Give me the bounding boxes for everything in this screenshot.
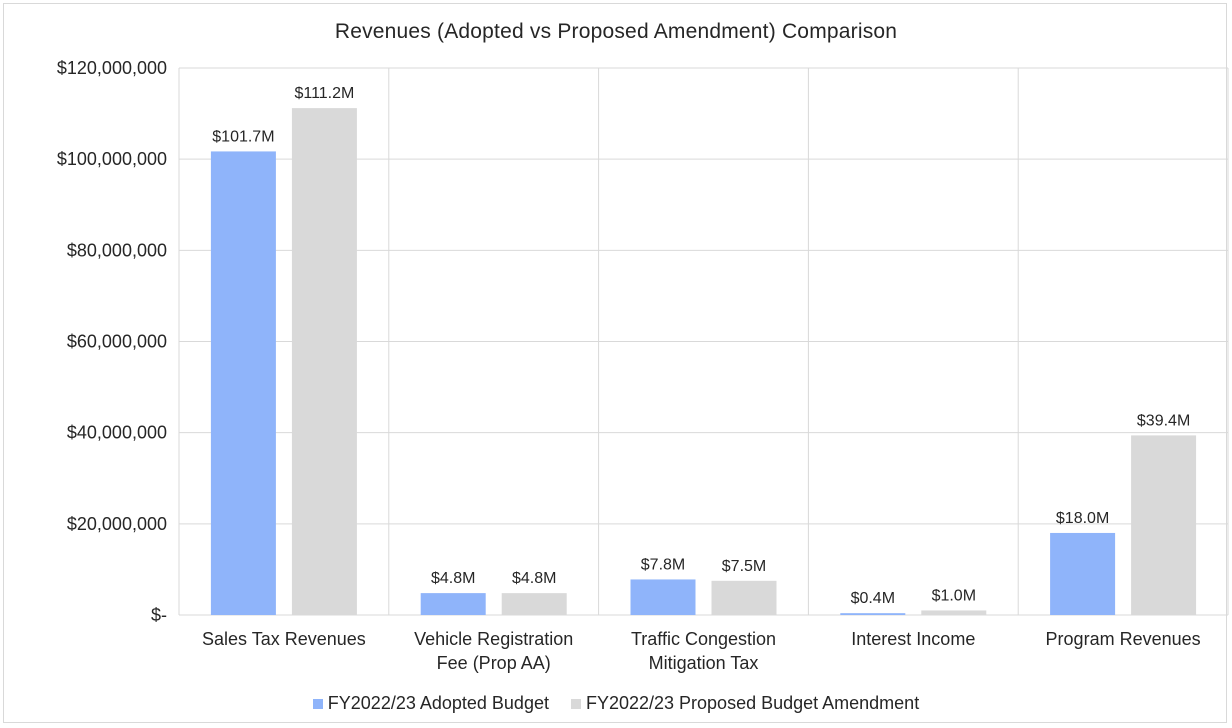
y-tick-label: $120,000,000 bbox=[57, 58, 167, 78]
x-category-label: Interest Income bbox=[851, 629, 975, 649]
bar bbox=[711, 580, 777, 615]
y-tick-label: $100,000,000 bbox=[57, 149, 167, 169]
y-tick-label: $40,000,000 bbox=[67, 423, 167, 443]
x-category-label: Fee (Prop AA) bbox=[437, 653, 551, 673]
legend-item-adopted: FY2022/23 Adopted Budget bbox=[312, 693, 549, 714]
legend-swatch-proposed bbox=[570, 698, 581, 709]
legend-label-adopted: FY2022/23 Adopted Budget bbox=[327, 693, 549, 713]
legend-swatch-adopted bbox=[312, 698, 323, 709]
data-label: $4.8M bbox=[431, 570, 475, 587]
x-category-label: Traffic Congestion bbox=[631, 629, 776, 649]
x-category-label: Mitigation Tax bbox=[649, 653, 759, 673]
y-tick-label: $60,000,000 bbox=[67, 332, 167, 352]
bar bbox=[1050, 532, 1116, 615]
y-tick-label: $- bbox=[151, 605, 167, 625]
legend-item-proposed: FY2022/23 Proposed Budget Amendment bbox=[570, 693, 920, 714]
data-label: $101.7M bbox=[212, 128, 274, 145]
y-tick-label: $20,000,000 bbox=[67, 514, 167, 534]
bar bbox=[1131, 435, 1197, 615]
data-label: $7.5M bbox=[722, 558, 766, 575]
bar bbox=[921, 610, 987, 615]
chart-legend: FY2022/23 Adopted Budget FY2022/23 Propo… bbox=[0, 693, 1232, 714]
data-label: $0.4M bbox=[851, 590, 895, 607]
data-label: $7.8M bbox=[641, 556, 685, 573]
x-category-label: Sales Tax Revenues bbox=[202, 629, 366, 649]
bar bbox=[630, 579, 696, 615]
bar bbox=[420, 593, 486, 615]
data-label: $18.0M bbox=[1056, 510, 1109, 527]
data-label: $39.4M bbox=[1137, 412, 1190, 429]
bar bbox=[291, 108, 357, 615]
bar bbox=[210, 151, 276, 616]
chart-title: Revenues (Adopted vs Proposed Amendment)… bbox=[334, 20, 898, 43]
bar bbox=[501, 593, 567, 615]
x-category-label: Program Revenues bbox=[1046, 629, 1201, 649]
legend-label-proposed: FY2022/23 Proposed Budget Amendment bbox=[585, 693, 920, 713]
x-category-label: Vehicle Registration bbox=[414, 629, 573, 649]
chart-frame bbox=[3, 3, 1227, 723]
data-label: $4.8M bbox=[512, 570, 556, 587]
data-label: $111.2M bbox=[294, 85, 354, 102]
y-tick-label: $80,000,000 bbox=[67, 240, 167, 260]
bar bbox=[840, 613, 906, 615]
data-label: $1.0M bbox=[932, 587, 976, 604]
